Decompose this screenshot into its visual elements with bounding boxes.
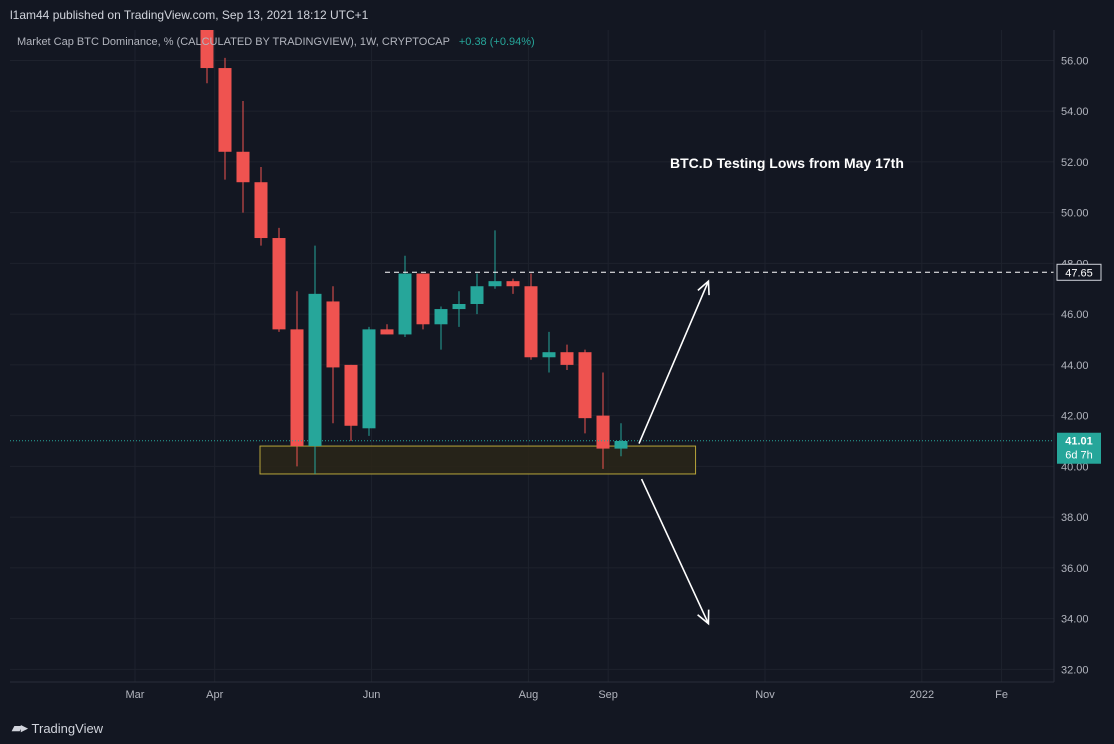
candle-body: [308, 293, 322, 447]
projection-arrow-up: [638, 280, 710, 444]
publisher-text: l1am44 published on TradingView.com, Sep…: [10, 8, 369, 22]
candle-up: [452, 291, 466, 327]
candle-down: [254, 166, 268, 246]
candle-body: [488, 281, 502, 287]
candle-up: [470, 273, 484, 315]
tradingview-logo[interactable]: ▰▸ TradingView: [12, 720, 103, 736]
candle-down: [236, 101, 250, 213]
x-tick-label: Mar: [126, 689, 145, 701]
candle-body: [614, 440, 628, 449]
x-tick-label: Aug: [519, 689, 539, 701]
candle-body: [218, 68, 232, 152]
candle-down: [326, 286, 340, 424]
time-axis[interactable]: Mar Apr Jun Aug Sep Nov 2022 Fe: [126, 689, 1008, 701]
price-axis-bg[interactable]: [1054, 30, 1114, 706]
legend-change: +0.38 (+0.94%): [459, 36, 535, 48]
candles-layer: [200, 30, 628, 474]
y-tick-label: 34.00: [1061, 614, 1089, 626]
resistance-label: 47.65: [1065, 267, 1093, 279]
y-tick-label: 38.00: [1061, 512, 1089, 524]
annotation-text: BTC.D Testing Lows from May 17th: [670, 155, 904, 171]
y-tick-label: 42.00: [1061, 411, 1089, 423]
candle-down: [524, 273, 538, 360]
candle-down: [380, 324, 394, 335]
y-tick-label: 44.00: [1061, 360, 1089, 372]
x-tick-label: Jun: [363, 689, 381, 701]
countdown-label: 6d 7h: [1065, 450, 1093, 462]
publish-header: l1am44 published on TradingView.com, Sep…: [0, 0, 1114, 30]
candle-body: [524, 286, 538, 358]
candle-body: [326, 301, 340, 368]
x-tick-label: Fe: [995, 689, 1008, 701]
candle-body: [542, 352, 556, 358]
candle-up: [614, 423, 628, 457]
candle-down: [578, 349, 592, 434]
candle-up: [488, 230, 502, 289]
candle-body: [236, 151, 250, 183]
legend-symbol-text: Market Cap BTC Dominance, % (CALCULATED …: [17, 36, 450, 48]
y-tick-label: 56.00: [1061, 55, 1089, 67]
projection-arrow-down: [640, 478, 710, 624]
candle-down: [218, 57, 232, 180]
resistance-label-box: [1056, 263, 1102, 281]
candle-down: [596, 372, 610, 469]
support-zone: [259, 445, 697, 475]
candle-down: [560, 344, 574, 370]
last-price-label-box: [1057, 432, 1101, 464]
candle-up: [434, 306, 448, 350]
candle-body: [470, 286, 484, 304]
candle-body: [434, 309, 448, 325]
candle-body: [200, 30, 214, 69]
candle-down: [344, 364, 358, 441]
candle-body: [254, 182, 268, 239]
price-axis[interactable]: 56.0054.0052.0050.0048.0046.0044.0042.00…: [1061, 55, 1089, 676]
candle-down: [272, 227, 286, 332]
candle-body: [398, 273, 412, 335]
chart-canvas[interactable]: 56.0054.0052.0050.0048.0046.0044.0042.00…: [0, 0, 1114, 706]
x-tick-label: Nov: [755, 689, 775, 701]
projection-arrowhead-up: [697, 279, 710, 296]
x-tick-label: 2022: [910, 689, 934, 701]
y-tick-label: 40.00: [1061, 461, 1089, 473]
candle-body: [362, 329, 376, 429]
x-tick-label: Sep: [598, 689, 618, 701]
y-tick-label: 36.00: [1061, 563, 1089, 575]
candle-down: [200, 30, 214, 84]
y-tick-label: 46.00: [1061, 309, 1089, 321]
last-price-label: 41.01: [1065, 436, 1093, 448]
y-tick-label: 32.00: [1061, 664, 1089, 676]
projection-arrowhead-down: [697, 609, 710, 626]
candle-body: [344, 364, 358, 426]
x-tick-label: Apr: [206, 689, 223, 701]
candle-down: [290, 291, 304, 467]
candle-up: [542, 331, 556, 373]
candle-down: [416, 273, 430, 330]
candle-body: [380, 329, 394, 335]
tradingview-logo-icon: ▰▸: [12, 720, 28, 735]
candle-body: [290, 329, 304, 447]
tradingview-brand: TradingView: [31, 720, 104, 736]
candle-body: [578, 352, 592, 419]
candle-body: [506, 281, 520, 287]
candle-body: [596, 415, 610, 449]
y-tick-label: 50.00: [1061, 208, 1089, 220]
candle-up: [308, 245, 322, 474]
candle-down: [506, 278, 520, 294]
y-tick-label: 54.00: [1061, 106, 1089, 118]
candle-body: [272, 238, 286, 330]
candle-body: [416, 273, 430, 325]
candle-body: [560, 352, 574, 365]
support-zone-layer: [259, 445, 697, 475]
y-tick-label: 52.00: [1061, 157, 1089, 169]
footer: ▰▸ TradingView: [0, 706, 1114, 744]
lines-layer: [10, 271, 1054, 626]
candle-up: [398, 255, 412, 337]
legend-symbol: Market Cap BTC Dominance, % (CALCULATED …: [17, 36, 535, 48]
candle-body: [452, 303, 466, 310]
candle-up: [362, 326, 376, 436]
price-labels: 47.65 41.01 6d 7h: [1056, 263, 1102, 464]
